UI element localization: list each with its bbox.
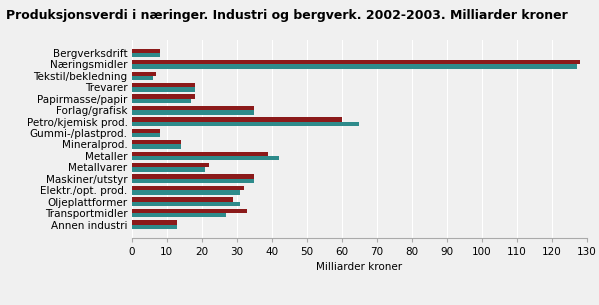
Bar <box>132 133 160 138</box>
Bar <box>132 60 580 64</box>
Bar <box>132 145 181 149</box>
Bar <box>132 213 226 217</box>
Bar <box>132 186 244 190</box>
Bar <box>132 49 160 53</box>
Bar <box>132 53 160 57</box>
Bar <box>132 202 240 206</box>
Bar <box>132 179 255 183</box>
Bar <box>132 190 240 195</box>
Bar <box>132 106 255 110</box>
Bar <box>132 83 195 87</box>
Bar <box>132 167 205 172</box>
Bar <box>132 129 160 133</box>
Bar <box>132 95 195 99</box>
Bar <box>132 87 195 92</box>
Bar <box>132 156 279 160</box>
X-axis label: Milliarder kroner: Milliarder kroner <box>316 263 403 272</box>
Bar <box>132 163 209 167</box>
Bar <box>132 174 255 179</box>
Bar <box>132 224 177 229</box>
Bar <box>132 99 191 103</box>
Bar <box>132 197 234 202</box>
Text: Produksjonsverdi i næringer. Industri og bergverk. 2002-2003. Milliarder kroner: Produksjonsverdi i næringer. Industri og… <box>6 9 568 22</box>
Bar <box>132 122 359 126</box>
Bar <box>132 117 342 122</box>
Bar <box>132 110 255 115</box>
Bar <box>132 72 156 76</box>
Bar <box>132 209 247 213</box>
Bar <box>132 220 177 224</box>
Bar <box>132 76 153 80</box>
Bar <box>132 152 268 156</box>
Bar <box>132 64 576 69</box>
Bar <box>132 140 181 145</box>
